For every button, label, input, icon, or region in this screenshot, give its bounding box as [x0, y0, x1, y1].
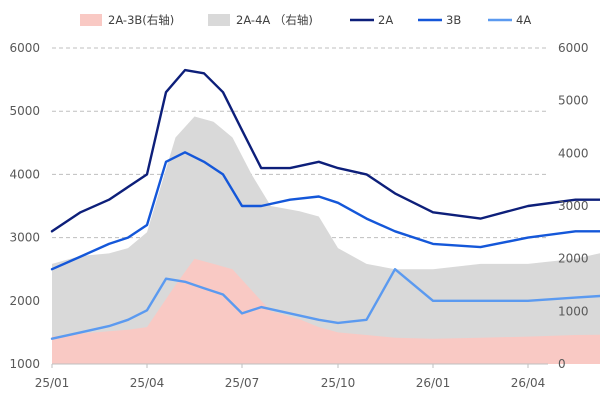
- line-series-4a: [50, 268, 600, 340]
- area-series-layer: [52, 116, 600, 364]
- x-tick-label: 26/04: [511, 376, 546, 390]
- y-right-tick-label: 1000: [558, 304, 589, 318]
- legend-label: 2A-4A （右轴): [236, 13, 313, 27]
- y-right-tick-label: 2000: [558, 252, 589, 266]
- legend: 2A-3B(右轴) 2A-4A （右轴) 2A 3B 4A: [80, 13, 531, 27]
- line-series-3b: [50, 151, 600, 271]
- y-right-tick-label: 4000: [558, 146, 589, 160]
- y-left-tick-label: 1000: [9, 357, 40, 371]
- y-left-tick-label: 2000: [9, 294, 40, 308]
- line-series-layer: [50, 68, 600, 340]
- y-right-tick-label: 5000: [558, 94, 589, 108]
- y-right-tick-label: 3000: [558, 199, 589, 213]
- y-right-tick-label: 0: [558, 357, 566, 371]
- area-series-2a-3b-: [52, 258, 600, 364]
- x-tick-label: 26/01: [416, 376, 451, 390]
- legend-swatch: [208, 14, 230, 26]
- legend-label: 3B: [446, 13, 461, 27]
- y-left-tick-label: 5000: [9, 104, 40, 118]
- legend-label: 2A: [378, 13, 393, 27]
- y-right-tick-label: 6000: [558, 41, 589, 55]
- legend-swatch: [80, 14, 102, 26]
- axes: 1000 2000 3000 4000 5000 6000 0 1000 2000 3000 400…: [9, 41, 588, 390]
- x-tick-label: 25/01: [35, 376, 70, 390]
- legend-label: 4A: [516, 13, 531, 27]
- x-tick-label: 25/04: [130, 376, 165, 390]
- line-series-2a: [50, 68, 600, 233]
- x-tick-label: 25/07: [225, 376, 260, 390]
- y-left-tick-label: 4000: [9, 167, 40, 181]
- x-tick-label: 25/10: [321, 376, 356, 390]
- y-left-tick-label: 3000: [9, 231, 40, 245]
- legend-label: 2A-3B(右轴): [108, 13, 174, 27]
- y-left-tick-label: 6000: [9, 41, 40, 55]
